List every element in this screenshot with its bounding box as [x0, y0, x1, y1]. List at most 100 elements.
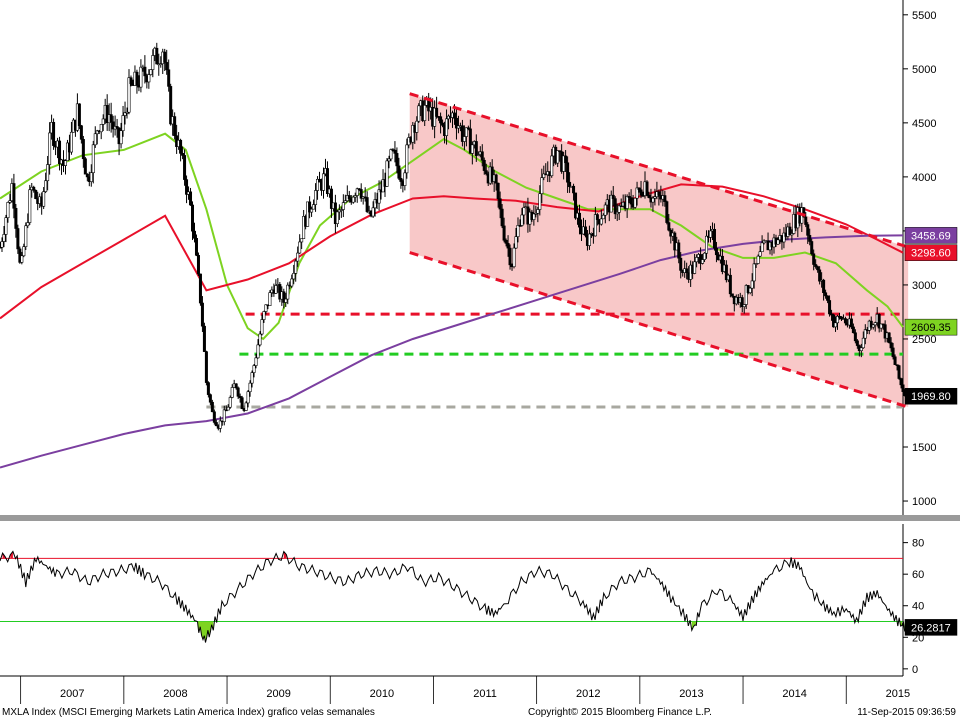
candle-body	[653, 196, 657, 199]
candle-body	[748, 287, 752, 293]
candle-body	[500, 208, 504, 227]
candle-body	[252, 365, 256, 373]
rsi-value-tag-box	[904, 619, 958, 636]
channel-lower-line	[409, 251, 909, 409]
price-y-tick-label: 4500	[912, 118, 936, 130]
year-label: 2011	[473, 688, 497, 700]
candle-body	[284, 298, 288, 303]
candle-body	[633, 197, 637, 208]
candle-body	[359, 189, 363, 199]
candle-body	[395, 153, 399, 167]
candle-body	[760, 242, 764, 253]
candle-body	[4, 217, 8, 235]
candle-body	[816, 266, 820, 271]
price-value-tag-box	[904, 318, 958, 336]
candle-body	[639, 189, 643, 196]
candle-body	[514, 236, 518, 249]
candle-body	[347, 195, 351, 200]
candle-body	[248, 382, 252, 393]
candle-body	[895, 364, 899, 366]
candle-body	[119, 130, 123, 145]
candle-body	[179, 139, 183, 154]
candle-body	[34, 190, 38, 199]
candle-body	[566, 162, 570, 183]
candle-body	[183, 155, 187, 180]
moving-average-line	[0, 132, 904, 341]
candle-body	[601, 214, 605, 220]
candle-body	[212, 411, 216, 423]
candle-body	[863, 329, 867, 339]
candle-body	[155, 47, 159, 65]
candle-body	[28, 189, 32, 223]
candle-body	[230, 387, 234, 398]
candle-body	[228, 397, 232, 408]
footer-index-description: MXLA Index (MSCI Emerging Markets Latin …	[2, 707, 375, 718]
candle-body	[651, 197, 655, 203]
candle-body	[810, 241, 814, 255]
candle-body	[262, 311, 266, 320]
candle-body	[520, 214, 524, 226]
candle-body	[756, 255, 760, 264]
footer-copyright: Copyright© 2015 Bloomberg Finance L.P.	[528, 707, 712, 718]
candle-body	[758, 251, 762, 257]
candle-body	[897, 365, 901, 379]
candle-body	[222, 409, 226, 423]
candle-body	[496, 182, 500, 199]
candle-body	[627, 196, 631, 198]
candle-body	[460, 125, 464, 142]
candle-body	[752, 263, 756, 282]
candle-body	[268, 292, 272, 307]
candle-body	[462, 136, 466, 142]
candlestick-series	[0, 42, 907, 433]
candle-body	[879, 323, 883, 329]
candle-body	[385, 160, 389, 187]
candle-body	[832, 314, 836, 328]
candle-body	[189, 191, 193, 206]
candle-body	[95, 130, 99, 135]
candle-body	[609, 194, 613, 213]
candle-body	[830, 313, 834, 316]
candle-body	[290, 278, 294, 287]
candle-body	[341, 202, 345, 210]
candle-body	[415, 120, 419, 133]
candle-body	[720, 255, 724, 272]
candle-body	[673, 232, 677, 251]
candle-body	[294, 260, 298, 274]
candle-body	[452, 112, 456, 119]
candle-body	[502, 225, 506, 241]
candle-body	[889, 342, 893, 349]
candle-body	[8, 200, 12, 203]
candle-body	[617, 205, 621, 213]
candle-body	[226, 406, 230, 411]
candle-body	[663, 195, 667, 202]
trend-channel-fill	[409, 93, 909, 408]
candle-body	[143, 66, 147, 77]
candle-body	[167, 69, 171, 87]
candle-body	[20, 255, 24, 263]
candle-body	[343, 200, 347, 203]
candle-body	[474, 141, 478, 156]
candle-body	[325, 168, 329, 195]
candle-body	[508, 247, 512, 266]
candle-body	[836, 315, 840, 324]
candle-body	[149, 69, 153, 75]
candle-body	[139, 66, 143, 88]
candle-body	[802, 207, 806, 218]
candle-body	[306, 201, 310, 227]
price-value-tag: 3298.60	[911, 248, 951, 260]
rsi-overbought-fill	[283, 551, 287, 559]
candle-body	[63, 160, 67, 166]
candle-body	[282, 291, 286, 303]
candle-body	[657, 191, 661, 196]
candle-body	[861, 337, 865, 349]
candle-body	[2, 234, 6, 242]
candle-body	[169, 86, 173, 125]
candle-body	[851, 326, 855, 334]
rsi-line	[0, 550, 907, 643]
rsi-oversold-fill	[691, 621, 697, 631]
candle-body	[464, 127, 468, 137]
candle-body	[498, 198, 502, 210]
year-label: 2009	[266, 688, 290, 700]
candle-body	[468, 128, 472, 154]
